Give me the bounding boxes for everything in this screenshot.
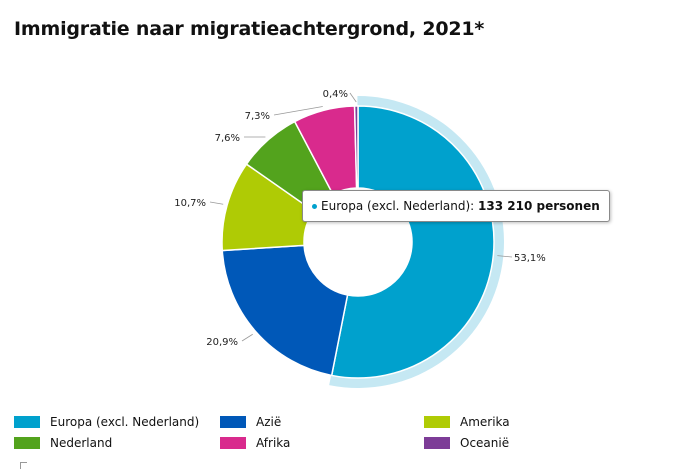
legend-label: Afrika	[256, 436, 290, 450]
legend-swatch	[220, 437, 246, 449]
slice-percent-label: 0,4%	[323, 89, 348, 100]
legend-label: Oceanië	[460, 436, 509, 450]
legend-item-azie[interactable]: Azië	[220, 415, 281, 429]
slice-percent-label: 20,9%	[206, 337, 238, 348]
legend-item-oceanie[interactable]: Oceanië	[424, 436, 509, 450]
slice-percent-label: 10,7%	[174, 198, 206, 209]
legend-label: Europa (excl. Nederland)	[50, 415, 199, 429]
slice-tooltip: Europa (excl. Nederland): 133 210 person…	[302, 190, 610, 222]
tooltip-series-name: Europa (excl. Nederland):	[321, 199, 474, 213]
legend-label: Amerika	[460, 415, 510, 429]
legend-item-afrika[interactable]: Afrika	[220, 436, 290, 450]
slice-percent-label: 7,3%	[245, 111, 270, 122]
pie-slice[interactable]	[222, 245, 347, 375]
legend-swatch	[220, 416, 246, 428]
leader-line	[242, 334, 253, 341]
slice-percent-label: 53,1%	[514, 253, 546, 264]
slice-percent-label: 7,6%	[215, 133, 240, 144]
legend-swatch	[14, 416, 40, 428]
legend-swatch	[424, 416, 450, 428]
legend-label: Nederland	[50, 436, 112, 450]
tooltip-value: 133 210 personen	[478, 199, 600, 213]
leader-line	[210, 202, 223, 204]
legend-item-europa[interactable]: Europa (excl. Nederland)	[14, 415, 199, 429]
legend-swatch	[14, 437, 40, 449]
tooltip-color-dot	[312, 204, 317, 209]
slice-layer[interactable]	[222, 106, 494, 378]
legend: Europa (excl. Nederland) Azië Amerika Ne…	[14, 415, 674, 459]
legend-swatch	[424, 437, 450, 449]
legend-item-nederland[interactable]: Nederland	[14, 436, 112, 450]
legend-label: Azië	[256, 415, 281, 429]
leader-line	[350, 93, 356, 102]
legend-item-amerika[interactable]: Amerika	[424, 415, 510, 429]
